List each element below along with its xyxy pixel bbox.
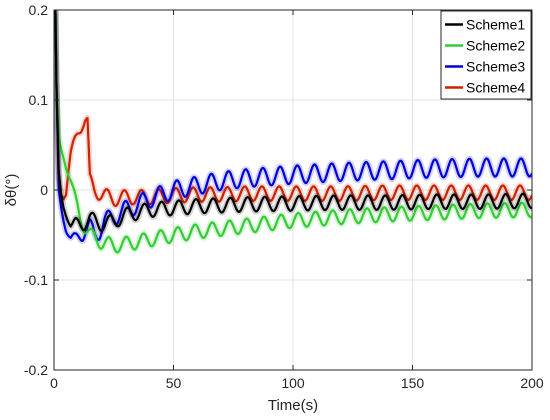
x-tick-label: 50 xyxy=(166,375,182,391)
series-line-scheme1 xyxy=(54,10,532,233)
series-layer xyxy=(54,10,532,256)
y-axis-title: δθ(°) xyxy=(3,174,20,207)
x-axis-title: Time(s) xyxy=(268,397,318,414)
x-tick-label: 150 xyxy=(401,375,425,391)
series-line-scheme2 xyxy=(54,10,532,254)
y-axis: -0.2 -0.1 0 0.1 0.2 xyxy=(24,2,532,378)
x-tick-label: 200 xyxy=(520,375,544,391)
y-tick-label: -0.1 xyxy=(24,272,48,288)
y-tick-label: -0.2 xyxy=(24,362,48,378)
series-line-scheme4 xyxy=(54,10,532,208)
series-line-scheme3 xyxy=(54,10,532,242)
legend-label: Scheme4 xyxy=(466,80,525,96)
legend: Scheme1 Scheme2 Scheme3 Scheme4 xyxy=(440,10,532,100)
legend-label: Scheme1 xyxy=(466,17,525,33)
x-axis: 0 50 100 150 200 xyxy=(50,10,544,391)
x-tick-label: 100 xyxy=(281,375,305,391)
y-tick-label: 0 xyxy=(40,182,48,198)
y-tick-label: 0.1 xyxy=(29,92,49,108)
x-tick-label: 0 xyxy=(50,375,58,391)
legend-label: Scheme3 xyxy=(466,59,525,75)
legend-label: Scheme2 xyxy=(466,38,525,54)
y-tick-label: 0.2 xyxy=(29,2,49,18)
